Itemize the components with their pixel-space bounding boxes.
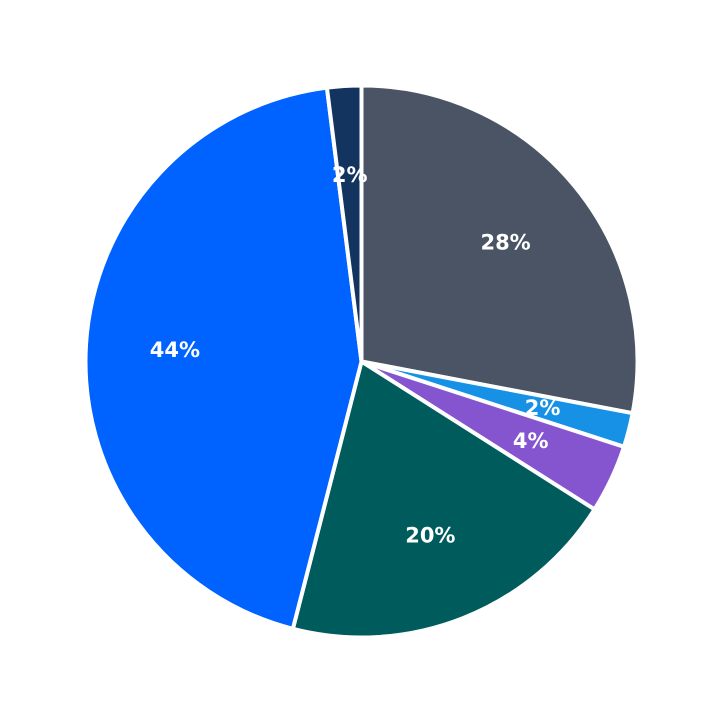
pie-slice (290, 359, 597, 640)
slice-percent-label: 28% (480, 230, 530, 254)
pie-labels: 28% 2% 4% 20% 44% 2% (150, 163, 561, 548)
pie-slice (359, 83, 640, 416)
slice-percent-label: 2% (525, 396, 561, 420)
pie-slice (83, 85, 364, 631)
slice-percent-label: 20% (405, 523, 455, 547)
pie-slice (324, 83, 364, 364)
slice-percent-label: 44% (150, 338, 200, 362)
pie-slices (83, 83, 640, 640)
slice-percent-label: 4% (513, 429, 549, 453)
slice-percent-label: 2% (332, 163, 368, 187)
